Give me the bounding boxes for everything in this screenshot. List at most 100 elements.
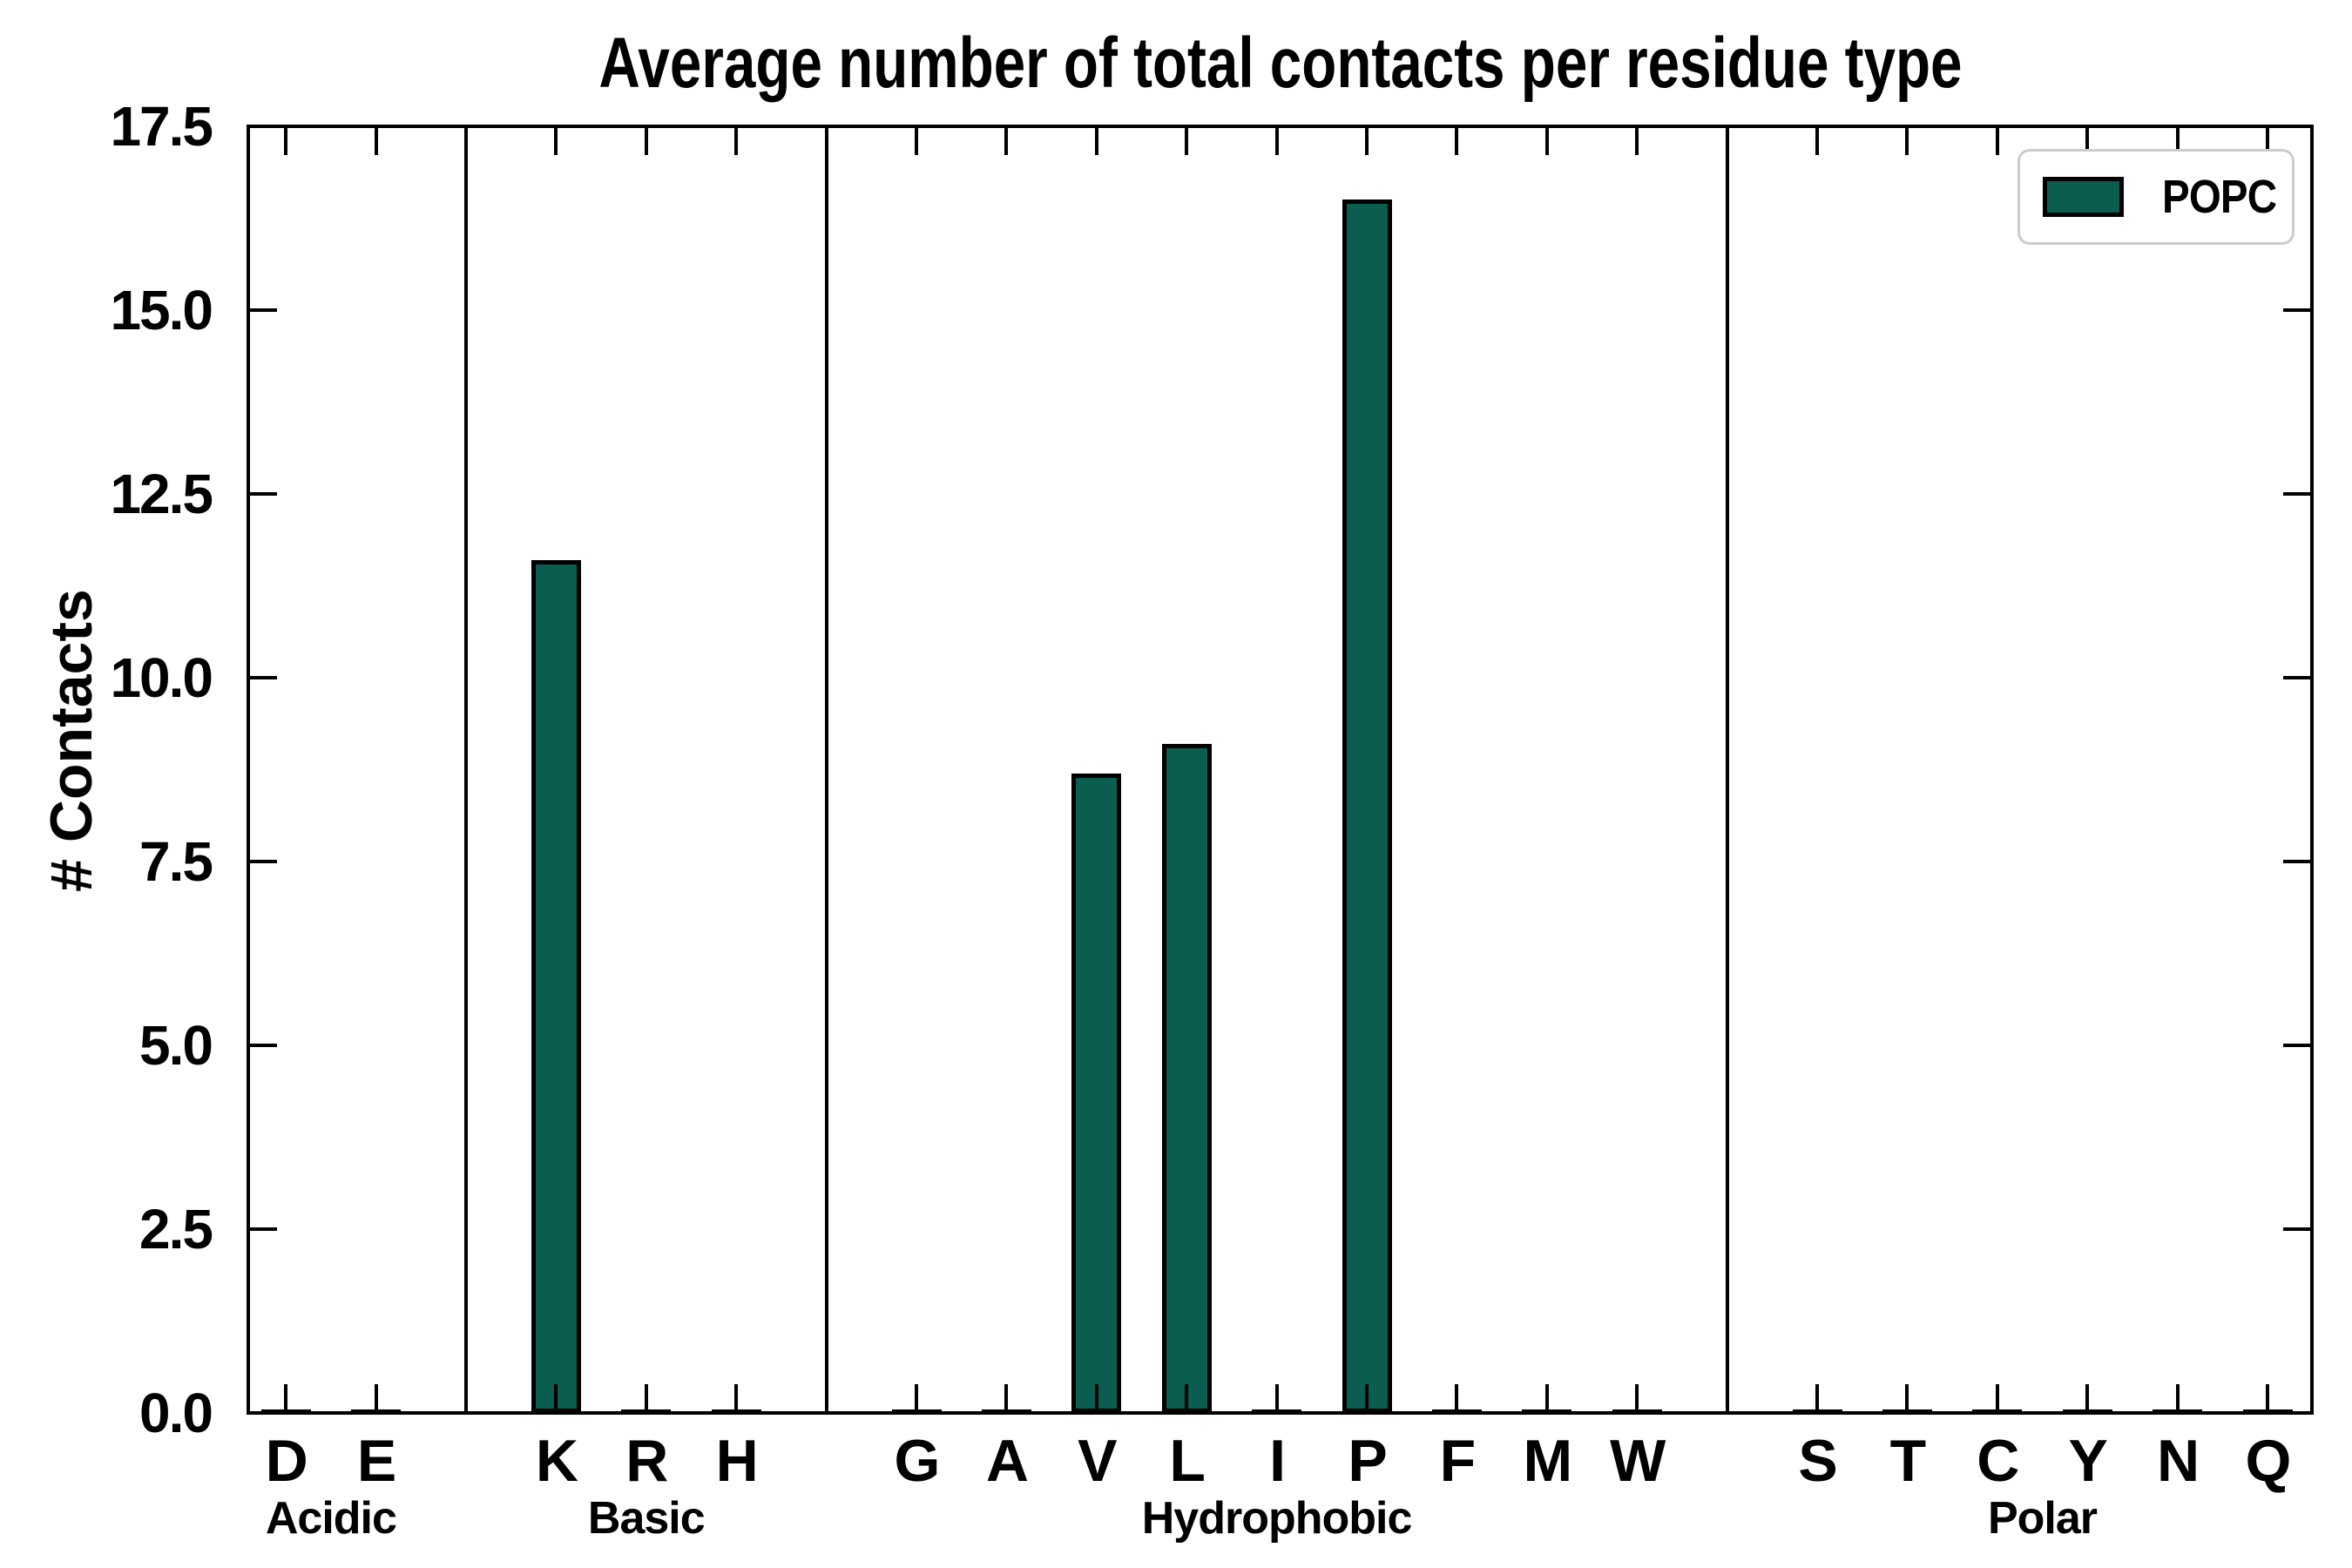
x-tick-label-I: I bbox=[1269, 1428, 1286, 1494]
x-tick-bottom-F bbox=[1455, 1384, 1459, 1413]
x-tick-top-D bbox=[284, 126, 288, 155]
y-tick-left-2.5 bbox=[248, 1227, 277, 1231]
legend-swatch bbox=[2043, 177, 2124, 217]
x-tick-label-W: W bbox=[1610, 1428, 1666, 1494]
group-label-polar: Polar bbox=[1987, 1493, 2098, 1544]
x-tick-label-S: S bbox=[1798, 1428, 1837, 1494]
x-tick-bottom-E bbox=[374, 1384, 378, 1413]
x-tick-top-S bbox=[1815, 126, 1819, 155]
y-tick-label-12.5: 12.5 bbox=[110, 463, 213, 525]
spine-left bbox=[247, 125, 250, 1415]
group-separator-1 bbox=[464, 126, 468, 1413]
bar-K bbox=[531, 559, 581, 1413]
x-tick-top-W bbox=[1635, 126, 1639, 155]
x-tick-label-N: N bbox=[2157, 1428, 2200, 1494]
x-tick-bottom-Y bbox=[2085, 1384, 2090, 1413]
y-tick-label-10.0: 10.0 bbox=[110, 646, 213, 709]
x-tick-top-N bbox=[2175, 126, 2180, 155]
y-tick-label-5.0: 5.0 bbox=[139, 1014, 213, 1077]
x-tick-label-V: V bbox=[1078, 1428, 1117, 1494]
y-tick-left-15.0 bbox=[248, 308, 277, 312]
x-tick-bottom-R bbox=[644, 1384, 648, 1413]
x-tick-top-R bbox=[644, 126, 648, 155]
y-tick-left-7.5 bbox=[248, 860, 277, 863]
x-tick-bottom-H bbox=[734, 1384, 739, 1413]
x-tick-label-M: M bbox=[1523, 1428, 1572, 1494]
x-tick-label-F: F bbox=[1439, 1428, 1477, 1494]
group-label-hydrophobic: Hydrophobic bbox=[1141, 1493, 1413, 1544]
chart-title: Average number of total contacts per res… bbox=[429, 24, 2132, 103]
y-tick-right-15.0 bbox=[2283, 308, 2312, 312]
x-tick-top-A bbox=[1004, 126, 1009, 155]
x-tick-bottom-C bbox=[1995, 1384, 1999, 1413]
y-tick-label-2.5: 2.5 bbox=[139, 1198, 213, 1260]
x-tick-bottom-K bbox=[554, 1384, 558, 1413]
x-tick-bottom-D bbox=[284, 1384, 288, 1413]
group-separator-3 bbox=[1725, 126, 1729, 1413]
x-tick-top-T bbox=[1905, 126, 1909, 155]
y-tick-label-15.0: 15.0 bbox=[110, 279, 213, 341]
y-tick-label-7.5: 7.5 bbox=[139, 830, 213, 893]
y-tick-right-5.0 bbox=[2283, 1044, 2312, 1047]
spine-right bbox=[2310, 125, 2314, 1415]
y-tick-left-10.0 bbox=[248, 676, 277, 679]
spine-top bbox=[247, 125, 2314, 128]
y-tick-right-2.5 bbox=[2283, 1227, 2312, 1231]
y-tick-right-10.0 bbox=[2283, 676, 2312, 679]
x-tick-bottom-N bbox=[2175, 1384, 2180, 1413]
x-tick-label-A: A bbox=[985, 1428, 1029, 1494]
legend-label: POPC bbox=[2161, 171, 2277, 223]
x-tick-label-H: H bbox=[715, 1428, 759, 1494]
x-tick-label-D: D bbox=[265, 1428, 308, 1494]
x-tick-bottom-Q bbox=[2266, 1384, 2269, 1413]
x-tick-bottom-S bbox=[1815, 1384, 1819, 1413]
x-tick-label-C: C bbox=[1977, 1428, 2019, 1494]
group-label-acidic: Acidic bbox=[265, 1493, 397, 1544]
x-tick-top-L bbox=[1185, 126, 1189, 155]
y-tick-label-17.5: 17.5 bbox=[110, 95, 213, 158]
group-label-basic: Basic bbox=[587, 1493, 706, 1544]
y-tick-label-0.0: 0.0 bbox=[139, 1382, 213, 1444]
x-tick-bottom-L bbox=[1185, 1384, 1189, 1413]
x-tick-top-Y bbox=[2085, 126, 2090, 155]
x-tick-top-H bbox=[734, 126, 739, 155]
x-tick-bottom-M bbox=[1544, 1384, 1549, 1413]
bar-V bbox=[1071, 773, 1122, 1413]
legend: POPC bbox=[2017, 149, 2295, 245]
x-tick-bottom-G bbox=[915, 1384, 918, 1413]
x-tick-top-K bbox=[554, 126, 558, 155]
x-tick-top-I bbox=[1274, 126, 1279, 155]
x-tick-top-V bbox=[1094, 126, 1098, 155]
x-tick-bottom-V bbox=[1094, 1384, 1098, 1413]
x-tick-top-G bbox=[915, 126, 918, 155]
x-tick-bottom-W bbox=[1635, 1384, 1639, 1413]
x-tick-top-Q bbox=[2266, 126, 2269, 155]
group-separator-2 bbox=[824, 126, 828, 1413]
y-tick-right-12.5 bbox=[2283, 492, 2312, 496]
x-tick-top-C bbox=[1995, 126, 1999, 155]
bar-L bbox=[1161, 743, 1212, 1413]
x-tick-bottom-A bbox=[1004, 1384, 1009, 1413]
x-tick-top-P bbox=[1365, 126, 1369, 155]
x-tick-label-G: G bbox=[894, 1428, 941, 1494]
chart-title-text: Average number of total contacts per res… bbox=[598, 24, 1963, 103]
x-tick-bottom-T bbox=[1905, 1384, 1909, 1413]
x-tick-top-M bbox=[1544, 126, 1549, 155]
x-tick-label-Q: Q bbox=[2245, 1428, 2292, 1494]
x-tick-label-Y: Y bbox=[2068, 1428, 2108, 1494]
x-tick-label-K: K bbox=[535, 1428, 578, 1494]
bar-P bbox=[1342, 199, 1392, 1413]
x-tick-label-T: T bbox=[1889, 1428, 1927, 1494]
y-tick-right-7.5 bbox=[2283, 860, 2312, 863]
x-tick-label-R: R bbox=[625, 1428, 668, 1494]
y-tick-left-5.0 bbox=[248, 1044, 277, 1047]
y-tick-left-12.5 bbox=[248, 492, 277, 496]
x-tick-top-F bbox=[1455, 126, 1459, 155]
x-tick-bottom-I bbox=[1274, 1384, 1279, 1413]
x-tick-bottom-P bbox=[1365, 1384, 1369, 1413]
spine-bottom bbox=[247, 1411, 2314, 1415]
x-tick-label-L: L bbox=[1169, 1428, 1206, 1494]
x-tick-label-P: P bbox=[1348, 1428, 1387, 1494]
x-tick-top-E bbox=[374, 126, 378, 155]
